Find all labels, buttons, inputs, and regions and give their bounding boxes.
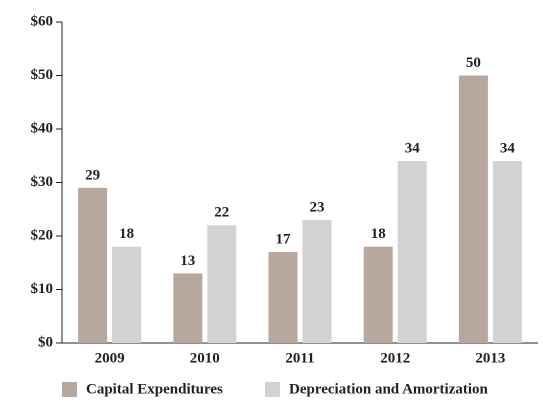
bar <box>173 273 203 343</box>
legend-label: Capital Expenditures <box>86 381 223 397</box>
y-tick-label: $50 <box>31 67 54 83</box>
x-tick-label: 2013 <box>475 350 505 366</box>
bar <box>397 161 427 343</box>
bar <box>492 161 522 343</box>
legend-swatch <box>265 382 280 397</box>
y-tick-label: $30 <box>31 174 54 190</box>
bar <box>363 246 393 343</box>
x-tick-label: 2010 <box>190 350 220 366</box>
bar <box>112 246 142 343</box>
bar <box>302 219 332 343</box>
y-tick-label: $60 <box>31 13 54 29</box>
data-label: 22 <box>214 205 229 221</box>
y-tick-label: $40 <box>31 120 54 136</box>
data-label: 50 <box>466 55 481 71</box>
bar <box>458 75 488 343</box>
data-label: 34 <box>405 141 421 157</box>
data-label: 29 <box>85 167 100 183</box>
data-label: 18 <box>119 226 134 242</box>
bar <box>78 187 108 343</box>
legend-swatch <box>62 382 77 397</box>
data-label: 18 <box>371 226 386 242</box>
legend-label: Depreciation and Amortization <box>289 381 489 397</box>
data-label: 17 <box>276 231 292 247</box>
data-label: 13 <box>180 253 195 269</box>
x-tick-label: 2011 <box>285 350 314 366</box>
data-label: 34 <box>500 141 516 157</box>
y-tick-label: $0 <box>38 334 53 350</box>
y-tick-label: $20 <box>31 227 54 243</box>
bar <box>268 252 298 343</box>
bar <box>207 225 237 343</box>
data-label: 23 <box>310 199 325 215</box>
y-tick-label: $10 <box>31 281 54 297</box>
x-tick-label: 2012 <box>380 350 410 366</box>
x-tick-label: 2009 <box>95 350 125 366</box>
